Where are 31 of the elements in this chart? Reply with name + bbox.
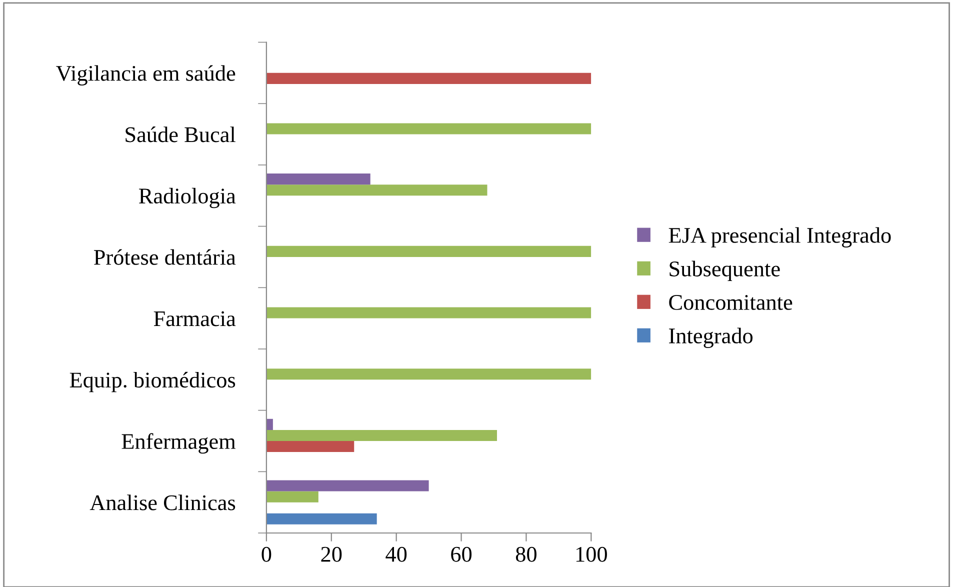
bar	[266, 418, 273, 430]
y-tick-label: Prótese dentária	[94, 249, 236, 265]
x-tick-label: 40	[386, 546, 407, 562]
x-tick-label: 60	[451, 546, 472, 562]
y-tick-label: Farmacia	[154, 311, 236, 326]
x-tick-label: 80	[516, 546, 536, 562]
bar	[266, 480, 429, 492]
bar	[266, 246, 592, 257]
legend-label: Integrado	[669, 328, 753, 348]
x-tick-label: 0	[262, 546, 272, 562]
bar	[266, 368, 592, 380]
bar	[266, 430, 497, 441]
bar	[266, 72, 592, 84]
bar	[266, 184, 488, 196]
legend-label: Concomitante	[669, 295, 792, 310]
y-tick-label: Vigilancia em saúde	[56, 65, 236, 86]
bar	[266, 513, 377, 524]
y-tick-label: Analise Clinicas	[90, 494, 236, 510]
y-tick-label: Equip. biomédicos	[70, 372, 236, 392]
x-tick-label: 100	[576, 546, 607, 562]
x-tick-label: 20	[321, 546, 342, 562]
y-tick-label: Enfermagem	[122, 433, 236, 454]
bar	[266, 440, 354, 452]
bar	[266, 123, 592, 134]
bar	[266, 174, 370, 185]
bar	[266, 491, 318, 502]
legend-label: EJA presencial Integrado	[668, 227, 891, 248]
y-tick-label: Radiologia	[139, 188, 236, 208]
legend-label: Subsequente	[670, 260, 780, 281]
bar	[266, 307, 592, 318]
y-tick-label: Saúde Bucal	[126, 126, 236, 142]
